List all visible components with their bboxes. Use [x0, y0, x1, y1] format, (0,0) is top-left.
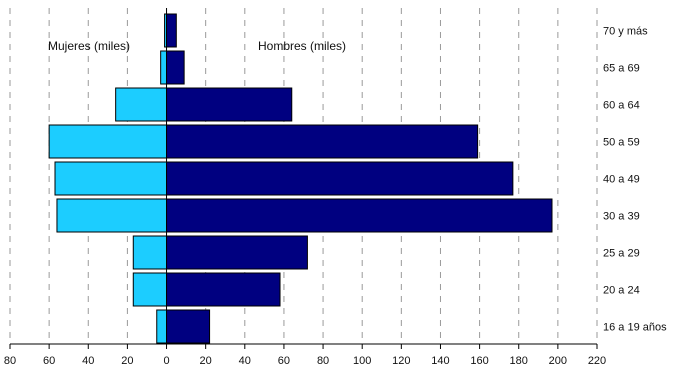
bar-hombres	[166, 309, 211, 344]
bar-hombres	[166, 272, 281, 307]
bar-hombres	[166, 235, 308, 270]
bar-hombres	[166, 13, 177, 48]
x-tick-label: 180	[510, 355, 528, 367]
bar-mujeres	[160, 50, 168, 85]
bar-mujeres	[132, 235, 168, 270]
x-tick-label: 40	[239, 355, 251, 367]
x-tick-label: 160	[470, 355, 488, 367]
category-label: 65 a 69	[603, 63, 640, 75]
x-tick-label: 120	[392, 355, 410, 367]
x-tick-label: 80	[317, 355, 329, 367]
x-tick-label: 60	[278, 355, 290, 367]
x-tick-label: 40	[82, 355, 94, 367]
series-label-mujeres: Mujeres (miles)	[48, 39, 130, 53]
category-label: 30 a 39	[603, 211, 640, 223]
x-tick-label: 80	[4, 355, 16, 367]
bar-mujeres	[115, 87, 168, 122]
x-tick-label: 220	[588, 355, 606, 367]
category-label: 16 a 19 años	[603, 322, 667, 334]
bar-hombres	[166, 198, 553, 233]
bar-mujeres	[54, 161, 168, 196]
x-axis: 80 60 40 20 0 20 40 60 80 100 120 140 160 180 200 220	[4, 8, 606, 367]
x-tick-label: 140	[431, 355, 449, 367]
x-tick-label: 20	[121, 355, 133, 367]
category-labels: 70 y más 65 a 69 60 a 64 50 a 59 40 a 49 30 a…	[603, 26, 667, 334]
category-label: 60 a 64	[603, 100, 640, 112]
bar-hombres	[166, 161, 514, 196]
bar-hombres	[166, 87, 293, 122]
category-label: 40 a 49	[603, 174, 640, 186]
bar-hombres	[166, 124, 479, 159]
category-label: 70 y más	[603, 26, 648, 38]
category-label: 50 a 59	[603, 137, 640, 149]
category-label: 20 a 24	[603, 285, 640, 297]
bar-mujeres	[156, 309, 168, 344]
bar-hombres	[166, 50, 185, 85]
bar-mujeres	[132, 272, 168, 307]
x-tick-label: 0	[163, 355, 169, 367]
x-tick-label: 60	[43, 355, 55, 367]
x-tick-label: 200	[549, 355, 567, 367]
series-label-hombres: Hombres (miles)	[258, 39, 346, 53]
bar-mujeres	[48, 124, 168, 159]
x-tick-label: 20	[200, 355, 212, 367]
bars	[48, 13, 553, 344]
bar-mujeres	[56, 198, 168, 233]
x-tick-label: 100	[353, 355, 371, 367]
category-label: 25 a 29	[603, 248, 640, 260]
